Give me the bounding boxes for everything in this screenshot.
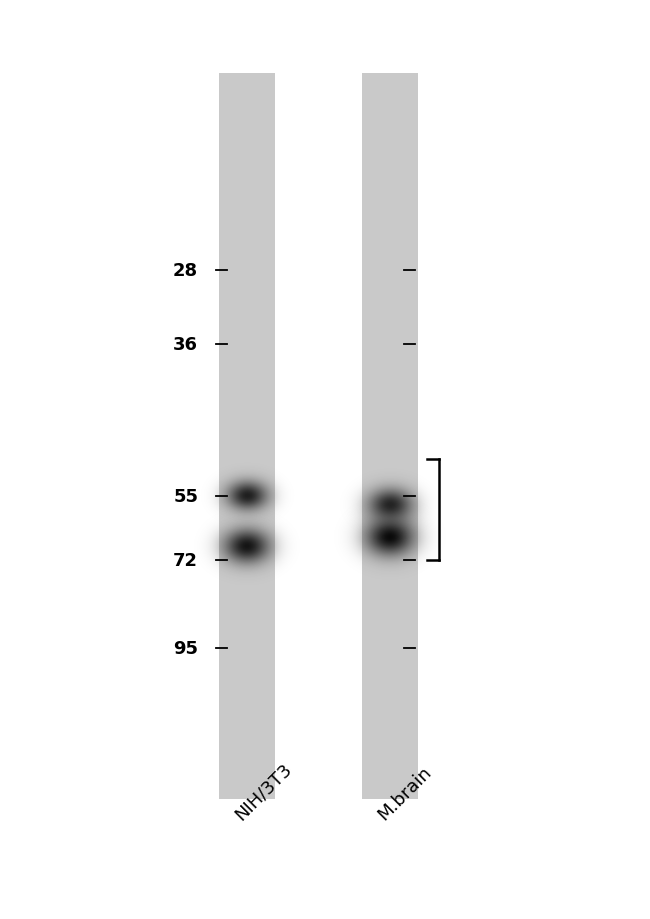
Bar — [220, 74, 275, 800]
Text: 36: 36 — [174, 335, 198, 354]
Text: 55: 55 — [174, 487, 198, 505]
Text: 95: 95 — [174, 639, 198, 657]
Text: NIH/3T3: NIH/3T3 — [231, 758, 295, 823]
Text: M.brain: M.brain — [374, 762, 435, 823]
Text: 28: 28 — [173, 262, 198, 280]
Text: 72: 72 — [174, 551, 198, 570]
Bar — [363, 74, 417, 800]
